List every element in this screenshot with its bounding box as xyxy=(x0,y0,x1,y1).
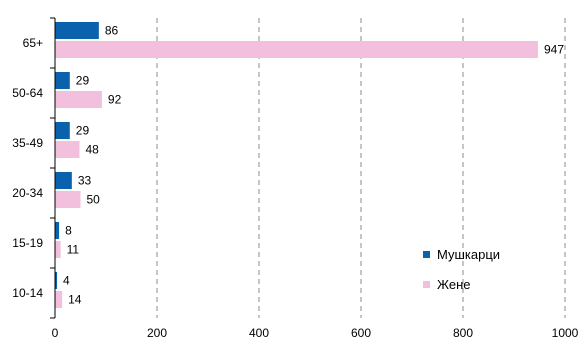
bar-women xyxy=(55,91,102,108)
legend: Мушкарци Жене xyxy=(423,247,500,292)
legend-label-women: Жене xyxy=(437,277,470,292)
x-tick-label: 400 xyxy=(249,326,269,340)
data-label: 86 xyxy=(105,24,119,38)
bar-men xyxy=(55,272,58,289)
legend-label-men: Мушкарци xyxy=(437,247,500,262)
y-tick-label: 15-19 xyxy=(12,236,43,250)
x-tick-label: 600 xyxy=(351,326,371,340)
legend-swatch-women xyxy=(423,281,430,288)
grid-lines xyxy=(156,18,566,318)
bar-men xyxy=(55,172,72,189)
bar-women xyxy=(55,191,81,208)
bar-men xyxy=(55,22,99,39)
bar-men xyxy=(55,72,70,89)
axes: 0 200 400 600 800 1000 65+ 50-64 35-49 20-34 15-19… xyxy=(12,17,579,340)
bar-women xyxy=(55,141,80,158)
y-tick-label: 10-14 xyxy=(12,286,43,300)
y-tick-label: 65+ xyxy=(23,36,43,50)
data-label: 4 xyxy=(63,274,70,288)
data-label: 50 xyxy=(87,193,101,207)
bar-men xyxy=(55,222,60,239)
x-tick-label: 1000 xyxy=(552,326,579,340)
data-label: 947 xyxy=(544,43,564,57)
data-labels: 86 947 29 92 29 48 33 50 8 11 4 14 xyxy=(63,24,564,307)
y-tick-label: 50-64 xyxy=(12,86,43,100)
data-label: 92 xyxy=(108,93,122,107)
x-tick-label: 200 xyxy=(147,326,167,340)
data-label: 29 xyxy=(76,74,90,88)
data-label: 48 xyxy=(85,143,99,157)
data-label: 11 xyxy=(67,243,80,257)
data-label: 8 xyxy=(65,224,72,238)
data-label: 33 xyxy=(78,174,92,188)
bar-women xyxy=(55,291,63,308)
bar-women xyxy=(55,241,61,258)
y-tick-label: 35-49 xyxy=(12,136,43,150)
x-tick-label: 800 xyxy=(453,326,473,340)
data-label: 14 xyxy=(68,293,82,307)
bars xyxy=(55,22,538,308)
bar-men xyxy=(55,122,70,139)
data-label: 29 xyxy=(76,124,90,138)
y-tick-label: 20-34 xyxy=(12,186,43,200)
bar-women xyxy=(55,41,538,58)
x-tick-label: 0 xyxy=(52,326,59,340)
legend-swatch-men xyxy=(423,251,430,258)
